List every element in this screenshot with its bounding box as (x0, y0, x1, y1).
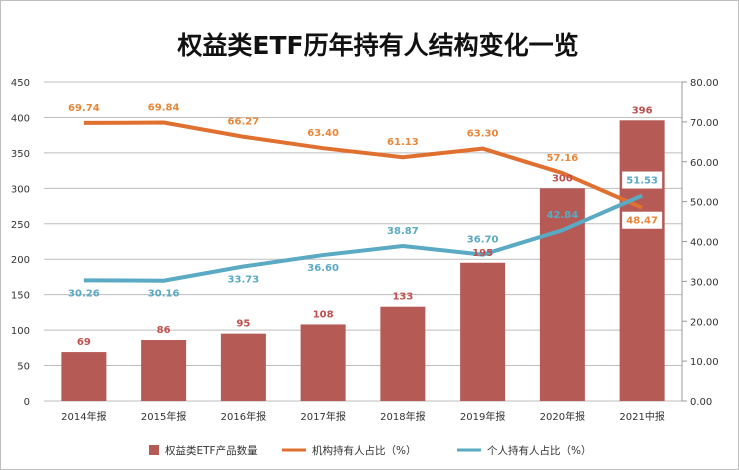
y-right-tick-label: 30.00 (690, 277, 719, 288)
bar-data-label: 86 (157, 325, 171, 336)
y-right-tick-label: 80.00 (690, 78, 719, 89)
bar-data-label: 396 (632, 105, 653, 116)
series-line (83, 120, 643, 210)
y-left-tick-label: 350 (11, 149, 30, 160)
y-left-tick-label: 100 (11, 326, 30, 337)
bar (619, 120, 665, 401)
data-label-box (622, 171, 663, 189)
line-data-label: 61.13 (387, 137, 419, 148)
x-tick-label: 2019年报 (460, 410, 505, 423)
x-tick-label: 2020年报 (540, 410, 585, 423)
y-right-tick-label: 40.00 (690, 238, 719, 249)
bar-data-label: 108 (313, 309, 334, 320)
y-left-tick-label: 300 (11, 184, 30, 195)
line-data-label: 63.40 (307, 128, 339, 139)
bar (380, 306, 426, 401)
x-tick-label: 2016年报 (221, 410, 266, 423)
line-data-label: 69.84 (148, 103, 180, 114)
y-right-tick-label: 20.00 (690, 317, 719, 328)
legend-label: 权益类ETF产品数量 (165, 444, 258, 457)
bar (61, 352, 107, 401)
line-data-label: 51.53 (626, 176, 658, 187)
line-data-label: 30.16 (148, 289, 180, 300)
line-data-label: 66.27 (228, 117, 260, 128)
line-data-label: 33.73 (228, 275, 260, 286)
bar-data-label: 300 (552, 173, 573, 184)
x-tick-label: 2014年报 (61, 410, 106, 423)
bar (141, 340, 187, 401)
legend-label: 个人持有人占比（%） (487, 444, 591, 457)
bar (220, 333, 266, 401)
y-right-tick-label: 10.00 (690, 357, 719, 368)
line-data-label: 57.16 (547, 153, 579, 164)
x-tick-label: 2015年报 (141, 410, 186, 423)
x-tick-label: 2021中报 (619, 410, 664, 423)
bar-data-label: 133 (392, 292, 413, 303)
bar-data-label: 95 (236, 319, 250, 330)
line-data-label: 63.30 (467, 129, 499, 140)
line-data-label: 30.26 (68, 288, 100, 299)
y-right-tick-label: 60.00 (690, 158, 719, 169)
y-left-tick-label: 50 (17, 362, 30, 373)
bar (460, 262, 506, 401)
line-data-label: 36.60 (307, 263, 339, 274)
line-data-label: 48.47 (626, 216, 658, 227)
y-left-tick-label: 400 (11, 113, 30, 124)
y-left-tick-label: 200 (11, 255, 30, 266)
bar (300, 324, 346, 401)
line-data-label: 38.87 (387, 226, 419, 237)
y-right-tick-label: 0.00 (690, 397, 712, 408)
y-left-tick-label: 250 (11, 220, 30, 231)
line-data-label: 36.70 (467, 235, 499, 246)
y-left-tick-label: 150 (11, 291, 30, 302)
bar-data-label: 195 (472, 248, 493, 259)
x-tick-label: 2017年报 (300, 410, 345, 423)
x-tick-label: 2018年报 (380, 410, 425, 423)
series-line (83, 193, 643, 283)
line-data-label: 42.84 (547, 210, 579, 221)
chart-title: 权益类ETF历年持有人结构变化一览 (176, 31, 578, 60)
y-right-tick-label: 70.00 (690, 118, 719, 129)
bar-data-label: 69 (77, 337, 91, 348)
legend-swatch-bar (149, 445, 159, 455)
y-left-tick-label: 450 (11, 78, 30, 89)
data-label-box (622, 211, 663, 229)
line-data-label: 69.74 (68, 103, 100, 114)
legend-label: 机构持有人占比（%） (312, 444, 416, 457)
y-left-tick-label: 0 (24, 397, 30, 408)
y-right-tick-label: 50.00 (690, 198, 719, 209)
